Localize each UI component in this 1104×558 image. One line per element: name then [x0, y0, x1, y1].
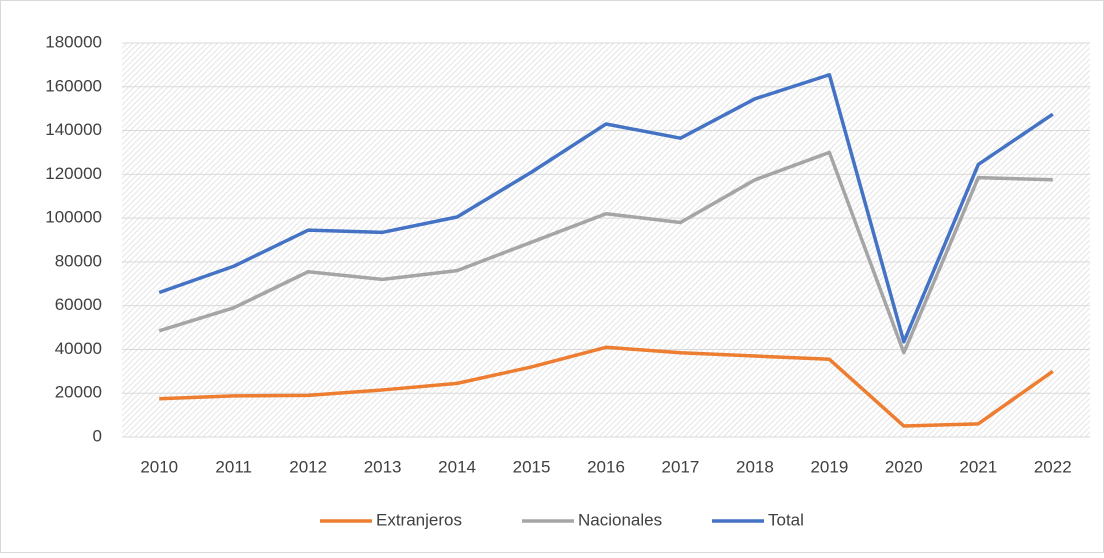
y-tick-label: 180000 — [45, 32, 102, 51]
x-tick-label: 2010 — [140, 457, 178, 476]
y-tick-label: 40000 — [55, 339, 102, 358]
y-tick-label: 100000 — [45, 208, 102, 227]
x-tick-label: 2021 — [959, 457, 997, 476]
y-tick-label: 80000 — [55, 251, 102, 270]
x-tick-label: 2014 — [438, 457, 476, 476]
y-tick-label: 0 — [93, 426, 102, 445]
legend-label: Extranjeros — [376, 510, 462, 529]
x-tick-label: 2016 — [587, 457, 625, 476]
series-line — [158, 72, 1054, 344]
x-tick-label: 2013 — [364, 457, 402, 476]
x-tick-label: 2015 — [513, 457, 551, 476]
x-tick-label: 2012 — [289, 457, 327, 476]
y-tick-label: 120000 — [45, 164, 102, 183]
x-tick-label: 2020 — [885, 457, 923, 476]
x-tick-label: 2017 — [662, 457, 700, 476]
y-tick-label: 20000 — [55, 383, 102, 402]
plot-area — [122, 43, 1090, 437]
x-tick-label: 2011 — [215, 457, 252, 476]
legend-label: Total — [768, 510, 804, 529]
series-line — [159, 345, 1054, 428]
x-tick-label: 2018 — [736, 457, 774, 476]
y-tick-label: 60000 — [55, 295, 102, 314]
y-tick-label: 140000 — [45, 120, 102, 139]
x-tick-label: 2019 — [810, 457, 848, 476]
series-line — [158, 150, 1053, 355]
x-tick-label: 2022 — [1034, 457, 1072, 476]
y-tick-label: 160000 — [45, 76, 102, 95]
legend-label: Nacionales — [578, 510, 662, 529]
